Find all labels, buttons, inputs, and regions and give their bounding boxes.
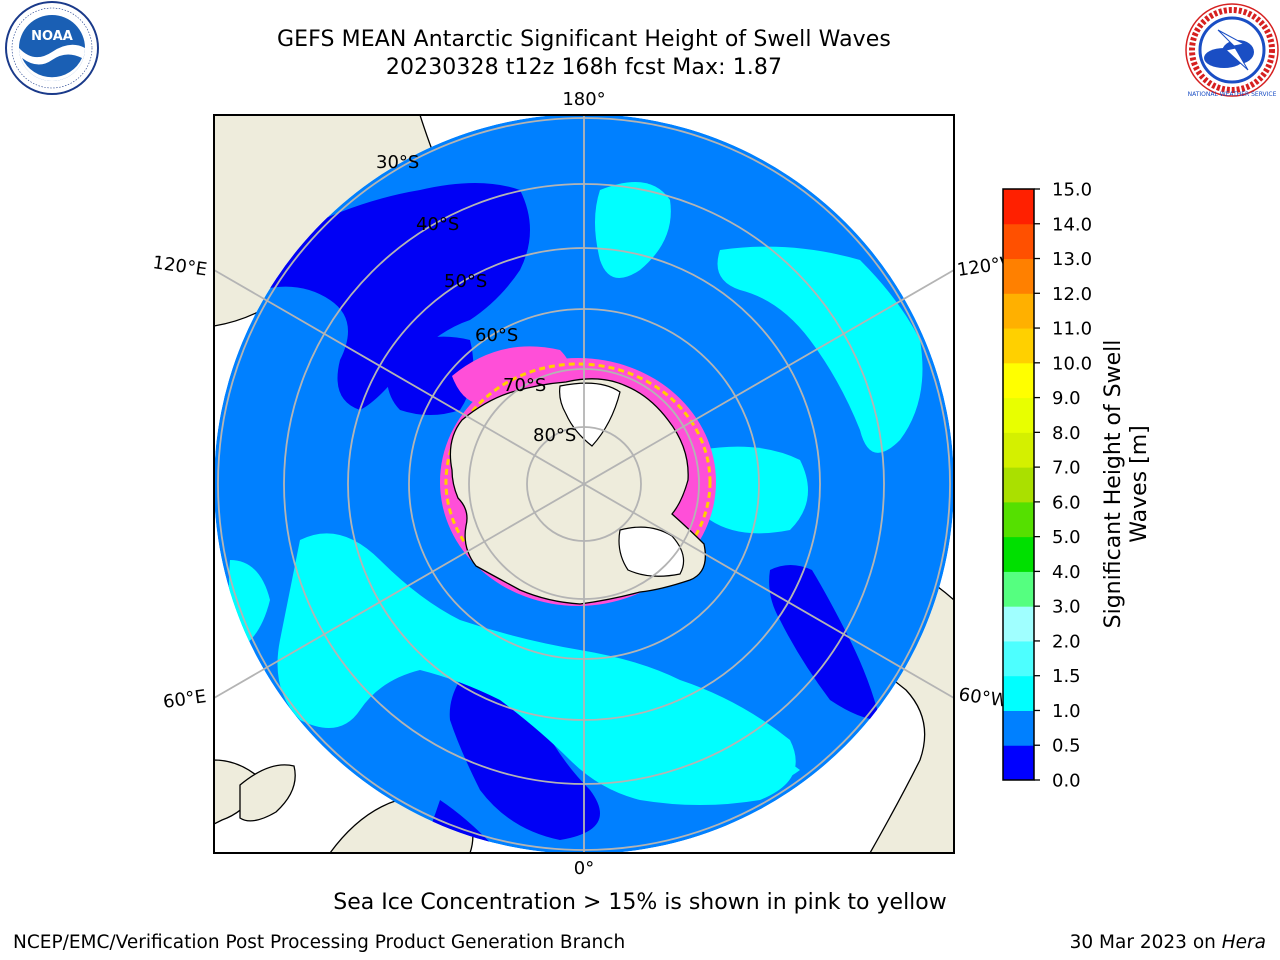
colorbar-tick-label: 1.5 <box>1052 666 1081 687</box>
colorbar-tick-label: 3.0 <box>1052 597 1081 618</box>
lon-label-120e: 120°E <box>151 252 208 280</box>
colorbar-segment <box>1003 432 1034 468</box>
colorbar-tick-label: 14.0 <box>1052 214 1092 235</box>
colorbar-segment <box>1003 293 1034 329</box>
colorbar-tick-label: 11.0 <box>1052 319 1092 340</box>
colorbar-tick-label: 12.0 <box>1052 284 1092 305</box>
colorbar-tick-label: 13.0 <box>1052 249 1092 270</box>
lon-label-180: 180° <box>562 89 605 110</box>
colorbar-tick-label: 0.5 <box>1052 736 1081 757</box>
noaa-logo-text: NOAA <box>31 29 73 44</box>
lat-label-40s: 40°S <box>416 214 459 235</box>
colorbar-outline <box>1002 188 1035 781</box>
colorbar: 0.0 0.5 1.0 1.5 2.0 3.0 4.0 5.0 6.0 7.0 8.0 9.0 10.0… <box>1002 180 1092 792</box>
colorbar-segment <box>1003 397 1034 433</box>
map-frame <box>213 114 955 854</box>
colorbar-segment <box>1003 189 1034 225</box>
colorbar-tick-label: 4.0 <box>1052 562 1081 583</box>
colorbar-segment <box>1003 501 1034 538</box>
colorbar-segment <box>1003 328 1034 364</box>
colorbar-tick-label: 6.0 <box>1052 492 1081 513</box>
lat-label-50s: 50°S <box>444 271 487 292</box>
colorbar-tick-label: 1.0 <box>1052 701 1081 722</box>
colorbar-segment <box>1003 606 1034 642</box>
host-name: Hera <box>1221 932 1266 953</box>
graticule <box>214 115 954 853</box>
swell-moderate-regions <box>228 182 923 805</box>
colorbar-segment <box>1003 640 1034 677</box>
date-text: 30 Mar 2023 <box>1069 932 1187 953</box>
lat-label-60s: 60°S <box>475 325 518 346</box>
sea-ice-ross-sea <box>452 346 570 405</box>
swell-low-tasman <box>258 183 530 410</box>
colorbar-tick-label: 2.0 <box>1052 631 1081 652</box>
lat-label-80s: 80°S <box>533 425 576 446</box>
colorbar-segment <box>1003 258 1034 294</box>
colorbar-title-line1: Significant Height of Swell <box>1101 340 1126 629</box>
colorbar-segment <box>1003 675 1034 711</box>
swell-low-south-pacific <box>386 336 474 415</box>
colorbar-tick-label: 8.0 <box>1052 423 1081 444</box>
colorbar-tick-label: 5.0 <box>1052 527 1081 548</box>
colorbar-tick-label: 15.0 <box>1052 180 1092 201</box>
swell-low-atlantic-coast <box>769 565 880 720</box>
ross-ice-shelf <box>559 382 621 447</box>
colorbar-segment <box>1003 467 1034 503</box>
colorbar-tick-label: 7.0 <box>1052 458 1081 479</box>
colorbar-segment <box>1003 710 1034 746</box>
colorbar-segment <box>1003 362 1034 399</box>
colorbar-title-line2: Waves [m] <box>1127 425 1152 542</box>
generation-date: 30 Mar 2023 on Hera <box>1070 932 1266 953</box>
colorbar-tick-label: 9.0 <box>1052 388 1081 409</box>
lon-label-60w: 60°W <box>957 684 1009 712</box>
lon-label-60e: 60°E <box>162 686 208 713</box>
swell-low-indian <box>449 680 600 840</box>
nws-logo: NATIONAL WEATHER SERVICE <box>1185 3 1279 98</box>
lat-label-70s: 70°S <box>503 375 546 396</box>
colorbar-segments <box>1003 189 1034 781</box>
colorbar-segment <box>1003 745 1034 781</box>
swell-moderate-east-pacific-1 <box>595 182 671 278</box>
noaa-logo: NOAA <box>5 1 99 95</box>
colorbar-segment <box>1003 223 1034 260</box>
chart-title: GEFS MEAN Antarctic Significant Height o… <box>276 27 891 52</box>
swell-moderate-east-pacific-2 <box>717 246 923 453</box>
madagascar-land <box>239 764 296 822</box>
nws-logo-text: NATIONAL WEATHER SERVICE <box>1188 91 1277 98</box>
chart-subtitle: 20230328 t12z 168h fcst Max: 1.87 <box>385 55 783 80</box>
colorbar-tick-label: 0.0 <box>1052 771 1081 792</box>
colorbar-ticks: 0.0 0.5 1.0 1.5 2.0 3.0 4.0 5.0 6.0 7.0 8.0 9.0 10.0… <box>1034 180 1092 792</box>
latitude-labels: 30°S 40°S 50°S 60°S 70°S 80°S <box>376 152 576 446</box>
colorbar-tick-label: 10.0 <box>1052 353 1092 374</box>
producer-credit: NCEP/EMC/Verification Post Processing Pr… <box>13 932 626 953</box>
lon-label-0: 0° <box>574 858 594 879</box>
swell-low-regions <box>258 183 880 853</box>
date-joiner: on <box>1186 932 1222 953</box>
swell-moderate-drake <box>696 446 808 534</box>
swell-moderate-indian-2 <box>577 697 800 793</box>
meridian-60e-120w <box>214 269 954 699</box>
colorbar-segment <box>1003 571 1034 607</box>
sea-ice-note: Sea Ice Concentration > 15% is shown in … <box>333 890 947 915</box>
lat-label-30s: 30°S <box>376 152 419 173</box>
colorbar-segment <box>1003 536 1034 572</box>
colorbar-title: Significant Height of Swell Waves [m] <box>1101 340 1152 629</box>
